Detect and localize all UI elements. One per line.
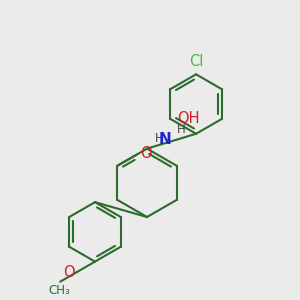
Text: H: H <box>155 132 164 145</box>
Text: OH: OH <box>177 111 200 126</box>
Text: O: O <box>63 265 75 280</box>
Text: O: O <box>140 146 151 160</box>
Text: Cl: Cl <box>189 54 203 69</box>
Text: H: H <box>177 123 186 136</box>
Text: CH₃: CH₃ <box>48 284 70 297</box>
Text: N: N <box>159 132 171 147</box>
